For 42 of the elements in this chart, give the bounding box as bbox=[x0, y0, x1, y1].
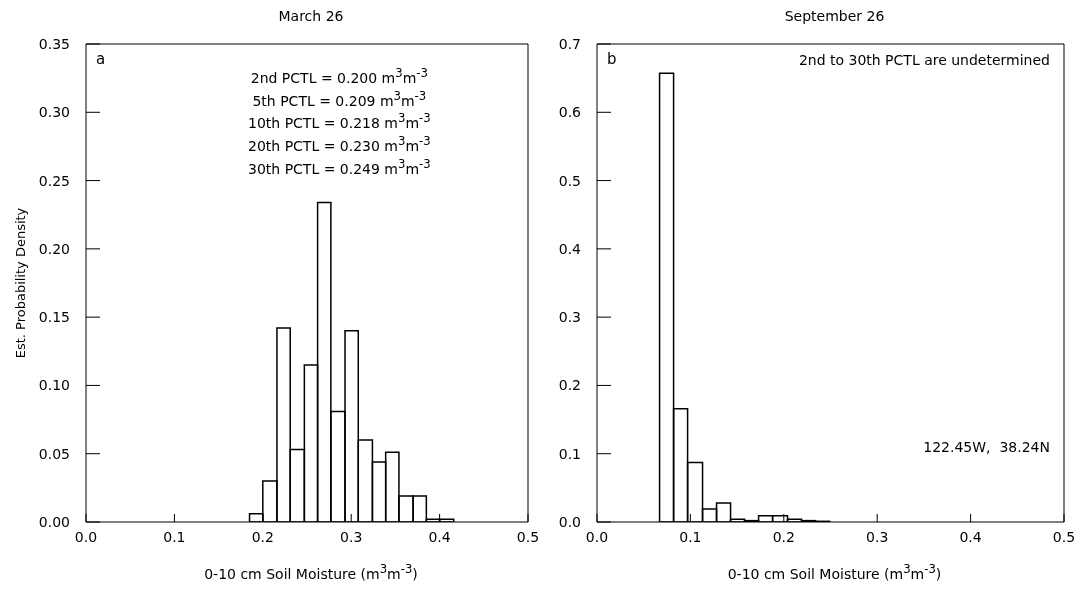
y-tick-label: 0.7 bbox=[558, 35, 581, 52]
y-tick-label: 0.15 bbox=[38, 309, 70, 326]
x-axis-title: 0-10 cm Soil Moisture (m$^{3}$m$^{-3}$) bbox=[726, 561, 943, 583]
x-tick-label: 0.1 bbox=[163, 528, 186, 545]
chart-title: September 26 bbox=[783, 8, 886, 26]
y-tick-label: 0.10 bbox=[38, 377, 70, 394]
y-tick-label: 0.35 bbox=[38, 35, 70, 52]
y-tick-label: 0.0 bbox=[558, 513, 581, 530]
annotation: 122.45W, 38.24N bbox=[923, 439, 1050, 455]
annotation: 2nd to 30th PCTL are undetermined bbox=[798, 52, 1050, 68]
y-tick-label: 0.1 bbox=[558, 445, 581, 462]
x-tick-label: 0.1 bbox=[679, 528, 702, 545]
x-tick-label: 0.3 bbox=[340, 528, 363, 545]
y-tick-label: 0.05 bbox=[38, 445, 70, 462]
chart-title: March 26 bbox=[277, 8, 345, 26]
x-tick-label: 0.0 bbox=[585, 528, 609, 545]
y-tick-label: 0.2 bbox=[558, 377, 581, 394]
annotation: 30th PCTL = 0.249 m$^{3}$m$^{-3}$ bbox=[248, 155, 431, 178]
annotation: 10th PCTL = 0.218 m$^{3}$m$^{-3}$ bbox=[248, 110, 431, 132]
y-tick-label: 0.30 bbox=[38, 104, 70, 121]
y-tick-label: 0.4 bbox=[558, 240, 582, 257]
x-tick-label: 0.4 bbox=[959, 528, 982, 545]
x-axis-title: 0-10 cm Soil Moisture (m$^{3}$m$^{-3}$) bbox=[203, 561, 419, 583]
y-tick-label: 0.25 bbox=[38, 172, 70, 189]
annotation: 20th PCTL = 0.230 m$^{3}$m$^{-3}$ bbox=[248, 132, 431, 155]
x-tick-label: 0.4 bbox=[428, 528, 451, 545]
y-tick-label: 0.6 bbox=[558, 104, 582, 121]
x-tick-label: 0.3 bbox=[866, 528, 889, 545]
annotation: a bbox=[96, 50, 106, 68]
y-axis-title: Est. Probability Density bbox=[12, 207, 28, 359]
y-tick-label: 0.00 bbox=[38, 513, 70, 530]
annotation: 2nd PCTL = 0.200 m$^{3}$m$^{-3}$ bbox=[249, 65, 429, 87]
annotation: 5th PCTL = 0.209 m$^{3}$m$^{-3}$ bbox=[251, 87, 428, 110]
annotation: b bbox=[607, 50, 617, 68]
y-tick-label: 0.5 bbox=[558, 172, 581, 189]
x-tick-label: 0.0 bbox=[74, 528, 98, 545]
x-tick-label: 0.2 bbox=[772, 528, 795, 545]
x-tick-label: 0.2 bbox=[251, 528, 274, 545]
x-tick-label: 0.5 bbox=[1052, 528, 1076, 545]
y-tick-label: 0.20 bbox=[38, 240, 70, 257]
y-tick-label: 0.3 bbox=[558, 309, 581, 326]
x-tick-label: 0.5 bbox=[516, 528, 540, 545]
